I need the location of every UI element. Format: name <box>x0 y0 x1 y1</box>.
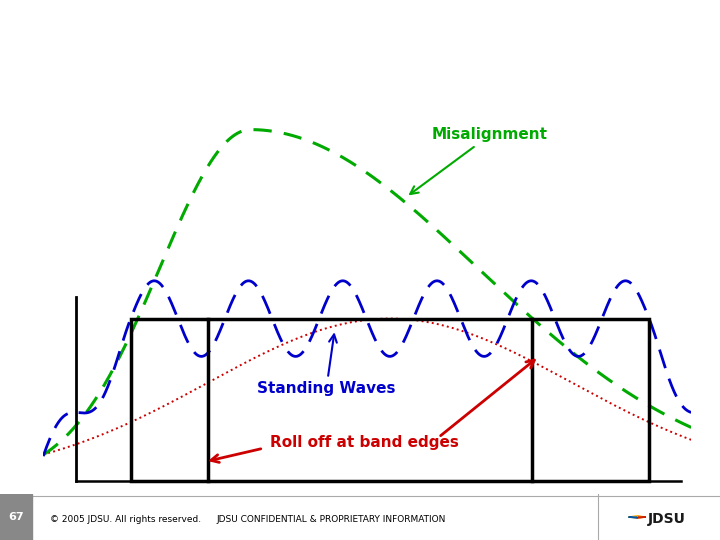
Bar <box>0 494 32 540</box>
Polygon shape <box>629 517 637 518</box>
Bar <box>131 319 649 481</box>
Polygon shape <box>629 516 637 517</box>
Polygon shape <box>629 516 646 518</box>
Text: 67: 67 <box>8 512 24 522</box>
Polygon shape <box>637 516 646 517</box>
Text: Misalignment: Misalignment <box>410 127 548 194</box>
Polygon shape <box>637 517 646 518</box>
Text: A Sweep Finds Problems That Signal Level Measurements Miss: A Sweep Finds Problems That Signal Level… <box>18 26 720 46</box>
Text: Roll off at band edges: Roll off at band edges <box>270 435 459 450</box>
Text: Standing Waves: Standing Waves <box>257 334 395 396</box>
Text: JDSU: JDSU <box>648 512 686 526</box>
Text: JDSU CONFIDENTIAL & PROPRIETARY INFORMATION: JDSU CONFIDENTIAL & PROPRIETARY INFORMAT… <box>217 515 446 524</box>
Text: © 2005 JDSU. All rights reserved.: © 2005 JDSU. All rights reserved. <box>50 515 202 524</box>
